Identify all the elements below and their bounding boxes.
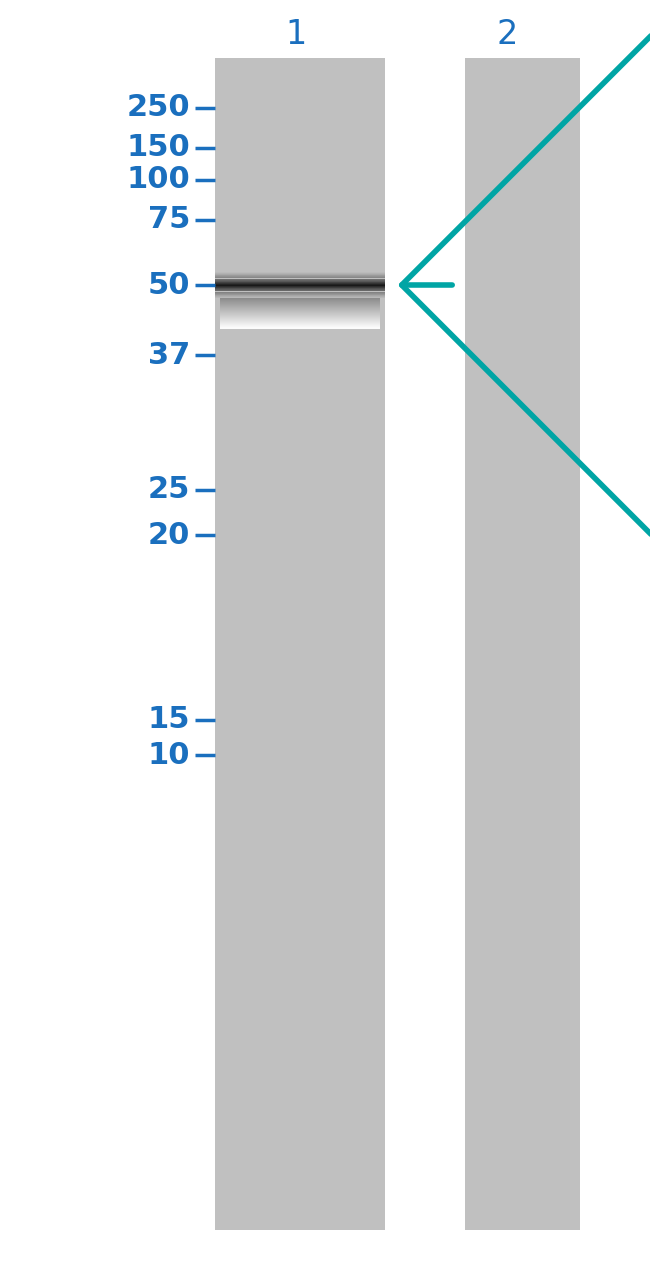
Bar	[220, 314, 380, 316]
Bar	[220, 298, 380, 301]
Bar	[220, 306, 380, 309]
Bar	[220, 318, 380, 319]
Text: 150: 150	[126, 133, 190, 163]
Bar	[220, 320, 380, 323]
Bar	[220, 323, 380, 325]
Bar	[215, 58, 385, 1231]
Bar	[465, 58, 580, 1231]
Bar	[220, 326, 380, 329]
Bar	[220, 311, 380, 312]
Text: 75: 75	[148, 206, 190, 235]
Bar	[220, 301, 380, 304]
Bar	[220, 310, 380, 312]
Bar	[220, 309, 380, 311]
Bar	[220, 307, 380, 309]
Text: 25: 25	[148, 475, 190, 504]
Bar	[220, 309, 380, 310]
Bar	[220, 316, 380, 318]
Bar	[220, 326, 380, 328]
Text: 10: 10	[148, 740, 190, 770]
Text: 100: 100	[126, 165, 190, 194]
Text: 15: 15	[148, 706, 190, 734]
Bar	[220, 302, 380, 304]
Bar	[220, 321, 380, 323]
Bar	[220, 324, 380, 326]
Bar	[220, 318, 380, 320]
Text: 2: 2	[497, 19, 517, 52]
Bar	[220, 325, 380, 326]
Bar	[220, 305, 380, 307]
Bar	[220, 319, 380, 321]
Bar	[220, 312, 380, 315]
Bar	[220, 300, 380, 302]
Bar	[220, 304, 380, 305]
Text: 37: 37	[148, 340, 190, 370]
Bar	[220, 323, 380, 324]
Bar	[220, 312, 380, 314]
Text: 50: 50	[148, 271, 190, 300]
Text: 20: 20	[148, 521, 190, 550]
Bar	[220, 298, 380, 300]
Text: 1: 1	[285, 19, 306, 52]
Bar	[220, 315, 380, 318]
Text: 250: 250	[126, 94, 190, 122]
Bar	[220, 304, 380, 306]
